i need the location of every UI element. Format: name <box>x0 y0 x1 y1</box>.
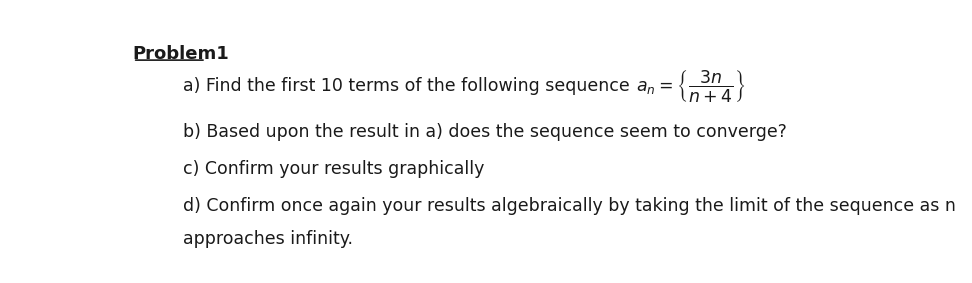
Text: c) Confirm your results graphically: c) Confirm your results graphically <box>184 160 485 178</box>
Text: d) Confirm once again your results algebraically by taking the limit of the sequ: d) Confirm once again your results algeb… <box>184 197 956 215</box>
Text: a) Find the first 10 terms of the following sequence: a) Find the first 10 terms of the follow… <box>184 77 636 95</box>
Text: approaches infinity.: approaches infinity. <box>184 230 353 248</box>
Text: Problem1: Problem1 <box>133 45 229 63</box>
Text: b) Based upon the result in a) does the sequence seem to converge?: b) Based upon the result in a) does the … <box>184 123 787 141</box>
Text: $a_n = \left\{\dfrac{3n}{n+4}\right\}$: $a_n = \left\{\dfrac{3n}{n+4}\right\}$ <box>636 68 746 104</box>
